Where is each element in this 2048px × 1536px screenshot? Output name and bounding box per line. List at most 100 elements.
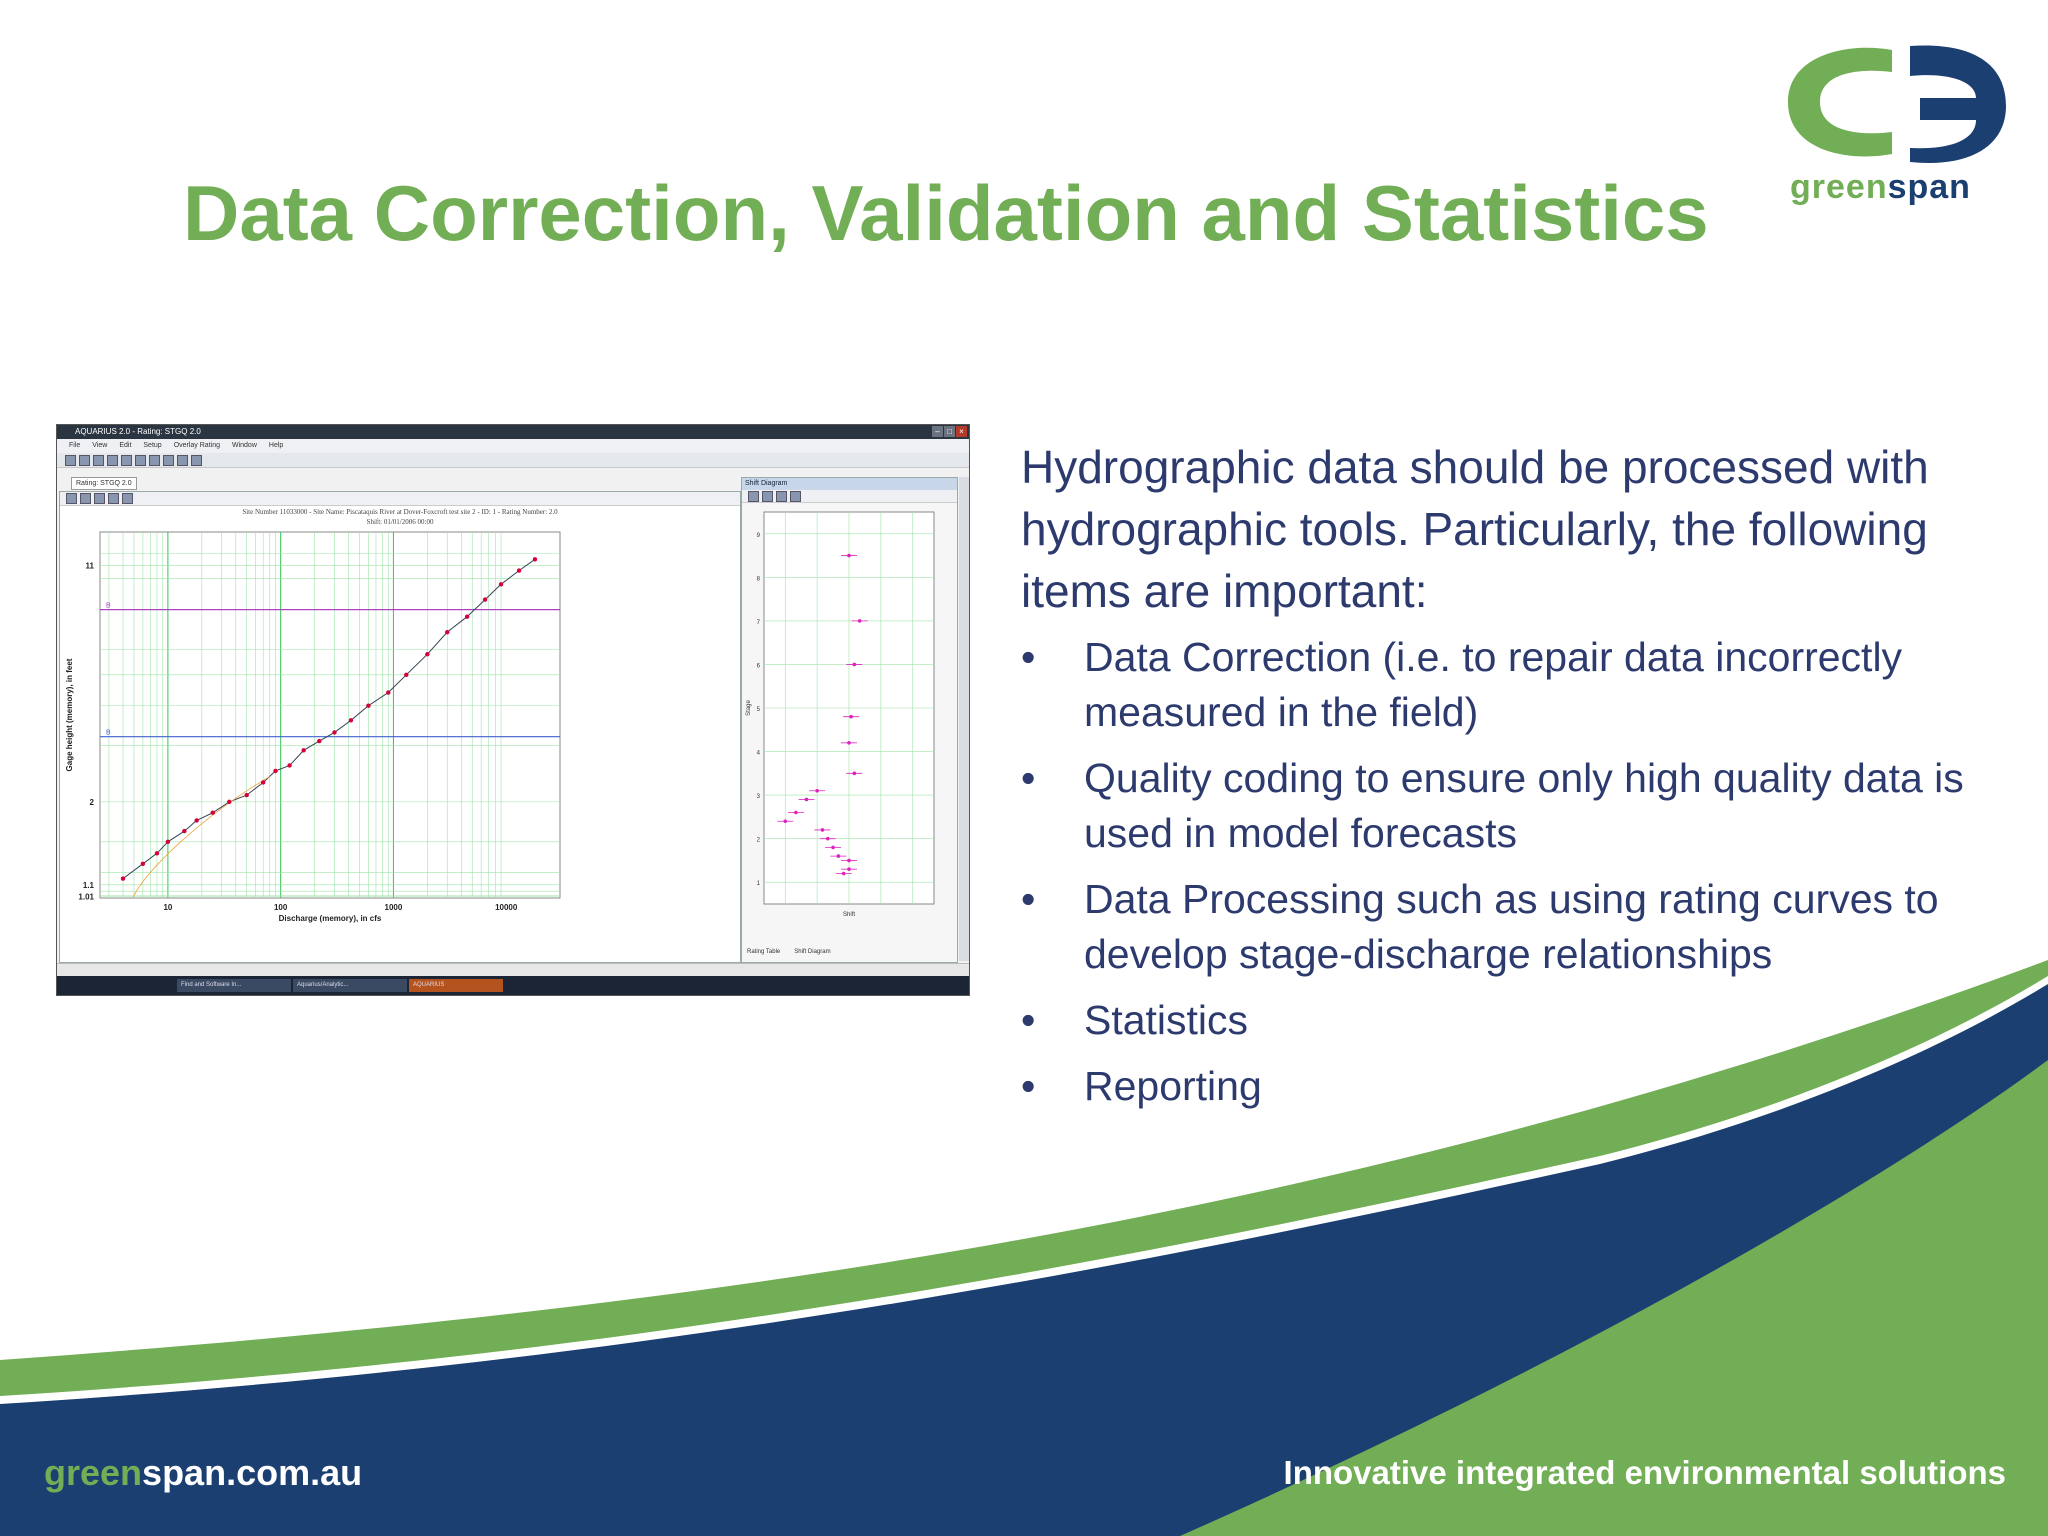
settings-icon[interactable]	[135, 454, 146, 466]
chart-info-shift: Shift: 01/01/2006 00:00	[366, 518, 434, 526]
plot-area	[99, 531, 561, 899]
table-icon[interactable]	[163, 454, 174, 466]
vertical-scrollbar[interactable]	[959, 477, 969, 961]
bullet-item: • Data Processing such as using rating cu…	[1021, 872, 1981, 982]
menu-window[interactable]: Window	[231, 442, 257, 449]
y-tick-label: 6	[757, 663, 761, 669]
bullet-text: Statistics	[1084, 997, 1249, 1043]
tab-rating-table[interactable]: Rating Table	[747, 949, 781, 955]
data-point	[404, 672, 409, 677]
data-point	[386, 690, 391, 695]
taskbar: Find and Software In... Aquarius/Analyti…	[57, 976, 969, 995]
chart-info: Site Number 11033000 - Site Name: Piscat…	[242, 508, 558, 516]
taskbar-item[interactable]: AQUARIUS	[409, 979, 503, 992]
open-icon[interactable]	[79, 454, 90, 466]
app-menubar: File View Edit Setup Overlay Rating Wind…	[57, 439, 969, 453]
footer-tagline: Innovative integrated environmental solu…	[1283, 1454, 2006, 1491]
menu-view[interactable]: View	[92, 442, 108, 449]
menu-file[interactable]: File	[69, 442, 81, 449]
data-point	[847, 553, 851, 558]
copy-icon[interactable]	[790, 490, 801, 502]
data-point	[820, 828, 825, 832]
reference-line-label: B	[106, 603, 111, 610]
bullet-text: Data Correction (i.e. to repair data inc…	[1084, 634, 1903, 735]
print-icon[interactable]	[107, 454, 118, 466]
navy-swoosh	[0, 980, 2048, 1536]
refresh-icon[interactable]	[191, 454, 202, 466]
data-point	[332, 730, 337, 735]
data-point	[482, 597, 488, 602]
logo-text-blue: span	[1887, 168, 1971, 206]
data-point	[852, 662, 857, 667]
close-button[interactable]: ×	[956, 426, 967, 437]
reference-line-label: B	[106, 730, 111, 737]
doc-tab[interactable]: Rating: STGQ 2.0	[71, 477, 137, 490]
data-point	[165, 839, 171, 844]
x-tick-label: 1000	[385, 903, 403, 912]
new-icon[interactable]	[65, 454, 76, 466]
y-tick-label: 2	[90, 798, 95, 807]
taskbar-item[interactable]: Find and Software In...	[177, 979, 291, 992]
minimize-button[interactable]: –	[932, 426, 943, 437]
data-point	[825, 836, 830, 841]
y-tick-label: 4	[757, 751, 761, 757]
y-tick-label: 11	[86, 561, 95, 570]
menu-help[interactable]: Help	[268, 442, 284, 449]
x-axis-label: Shift	[843, 912, 855, 918]
footer-url-white: span.com.au	[142, 1452, 363, 1493]
bullet-text: Data Processing such as using rating cur…	[1084, 876, 1939, 977]
pan-icon[interactable]	[94, 493, 105, 504]
data-point	[287, 763, 292, 768]
footer-url[interactable]: greenspan.com.au	[44, 1452, 362, 1494]
data-point	[140, 861, 146, 866]
data-point	[120, 876, 126, 881]
home-icon[interactable]	[121, 454, 132, 466]
rating-curve-line	[122, 558, 536, 880]
save-icon[interactable]	[93, 454, 104, 466]
taskbar-item[interactable]: Aquarius/Analytic...	[293, 979, 407, 992]
x-axis-label: Discharge (memory), in cfs	[279, 914, 382, 923]
shift-diagram-pane: Shift Diagram 1 2 3 4 5 6 7 8 9 Shift Stage	[741, 477, 958, 963]
data-point	[815, 788, 819, 793]
data-point	[366, 703, 371, 708]
data-point	[182, 828, 187, 834]
app-titlebar: AQUARIUS 2.0 - Rating: STGQ 2.0 – □ ×	[57, 425, 969, 439]
slide-body: Hydrographic data should be processed wi…	[1021, 436, 1981, 1125]
data-point	[260, 780, 266, 785]
zoom-out-icon[interactable]	[762, 490, 773, 502]
pan-icon[interactable]	[776, 490, 787, 502]
intro-paragraph: Hydrographic data should be processed wi…	[1021, 441, 1929, 617]
data-point	[464, 614, 470, 619]
bullet-icon: •	[1021, 997, 1036, 1043]
tab-shift-diagram[interactable]: Shift Diagram	[794, 949, 831, 955]
data-point	[794, 810, 798, 815]
menu-edit[interactable]: Edit	[119, 442, 132, 449]
select-icon[interactable]	[108, 493, 119, 504]
grid-icon[interactable]	[149, 454, 160, 466]
zoom-out-icon[interactable]	[80, 493, 91, 504]
data-point	[847, 741, 851, 745]
bullet-icon: •	[1021, 876, 1036, 922]
slide-title: Data Correction, Validation and Statisti…	[183, 169, 1709, 257]
menu-setup[interactable]: Setup	[143, 442, 162, 449]
y-tick-label: 2	[757, 838, 761, 844]
bullet-item: • Quality coding to ensure only high qual…	[1021, 751, 1981, 861]
y-tick-label: 9	[757, 533, 761, 539]
copy-icon[interactable]	[122, 493, 133, 504]
zoom-in-icon[interactable]	[66, 493, 77, 504]
data-point	[301, 748, 306, 753]
data-point	[154, 851, 160, 856]
y-tick-label: 1.01	[78, 893, 94, 902]
chart-icon[interactable]	[177, 454, 188, 466]
menu-overlay-rating[interactable]: Overlay Rating	[173, 442, 220, 449]
zoom-in-icon[interactable]	[748, 490, 759, 502]
data-point	[425, 652, 430, 657]
data-point	[836, 854, 841, 858]
rating-chart-pane: Site Number 11033000 - Site Name: Piscat…	[59, 491, 741, 963]
side-tabs: Rating Table Shift Diagram	[741, 945, 962, 959]
data-point	[227, 799, 232, 805]
bullet-item: • Data Correction (i.e. to repair data in…	[1021, 630, 1981, 740]
bullet-item: • Reporting	[1021, 1059, 1981, 1114]
maximize-button[interactable]: □	[944, 426, 955, 437]
data-point	[831, 845, 835, 850]
